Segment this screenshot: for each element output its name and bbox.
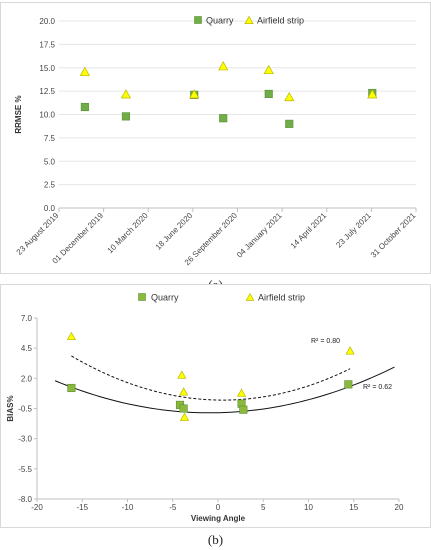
bias-chart-svg: -8.0 -5.5 -3.0 -0.5 2.0 4.5 7.0 -20 -15 -10 -5 0 5 10… bbox=[6, 292, 404, 524]
data-point-airfield bbox=[66, 331, 76, 341]
legend-label-airfield: Airfield strip bbox=[258, 293, 305, 303]
y-tick-label-b: 2.0 bbox=[21, 374, 33, 383]
legend-label-airfield: Airfield strip bbox=[257, 16, 304, 26]
y-tick-label-b: 7.0 bbox=[21, 314, 33, 323]
y-tick-label-b: -5.5 bbox=[18, 465, 32, 474]
x-tick-label-b: 10 bbox=[304, 503, 313, 512]
y-tick-label-b: 4.5 bbox=[21, 344, 33, 353]
y-tick-label-b: -8.0 bbox=[18, 495, 32, 504]
x-tick-label-a: 31 October 2021 bbox=[369, 211, 418, 260]
data-point-quarry bbox=[239, 405, 248, 414]
y-tick-label-a: 2.5 bbox=[44, 181, 56, 190]
x-tick-label-b: -20 bbox=[31, 503, 43, 512]
data-point-quarry bbox=[285, 119, 294, 128]
data-point-airfield bbox=[345, 346, 355, 355]
x-tick-label-b: 5 bbox=[261, 503, 266, 512]
trendline-quarry bbox=[54, 366, 395, 414]
x-tick-label-b: -10 bbox=[122, 503, 134, 512]
r2-label-quarry: R² = 0.62 bbox=[363, 384, 392, 391]
panel-b-bias-chart: -8.0 -5.5 -3.0 -0.5 2.0 4.5 7.0 -20 -15 -10 -5 0 5 10… bbox=[0, 284, 431, 528]
legend-marker-quarry bbox=[194, 16, 202, 24]
data-point-airfield bbox=[120, 89, 132, 99]
x-tick-label-b: 20 bbox=[395, 503, 404, 512]
panel-a-rrmse-chart: 0.0 2.5 5.0 7.5 10.0 12.5 15.0 17.5 20.0 23 Augus… bbox=[0, 2, 431, 274]
y-axis-label-a: RRMSE % bbox=[14, 95, 23, 133]
y-tick-label-a: 7.5 bbox=[44, 134, 56, 143]
legend-label-quarry: Quarry bbox=[206, 16, 234, 26]
data-point-quarry bbox=[264, 89, 273, 98]
x-tick-label-a: 23 July 2021 bbox=[334, 211, 373, 250]
r2-label-airfield: R² = 0.80 bbox=[311, 338, 340, 345]
rrmse-chart-svg: 0.0 2.5 5.0 7.5 10.0 12.5 15.0 17.5 20.0 23 Augus… bbox=[14, 15, 418, 268]
data-point-airfield bbox=[236, 388, 247, 397]
x-axis-label-b: Viewing Angle bbox=[191, 514, 246, 523]
x-tick-label-b: -5 bbox=[169, 503, 177, 512]
y-tick-label-a: 20.0 bbox=[39, 17, 55, 26]
y-tick-label-b: -0.5 bbox=[18, 405, 32, 414]
y-tick-label-b: -3.0 bbox=[18, 435, 32, 444]
x-tick-label-b: 15 bbox=[349, 503, 358, 512]
legend-marker-airfield bbox=[244, 15, 254, 24]
x-tick-label-a: 23 August 2019 bbox=[15, 211, 61, 257]
y-tick-label-a: 17.5 bbox=[39, 40, 55, 49]
data-point-airfield bbox=[179, 387, 189, 396]
data-point-airfield bbox=[79, 66, 90, 76]
y-tick-label-a: 0.0 bbox=[44, 204, 56, 213]
data-point-airfield bbox=[367, 89, 378, 99]
x-tick-label-b: 0 bbox=[216, 503, 221, 512]
legend-marker-airfield bbox=[245, 292, 255, 301]
legend-label-quarry: Quarry bbox=[151, 293, 179, 303]
caption-b: (b) bbox=[207, 532, 224, 547]
data-point-quarry bbox=[219, 114, 228, 123]
legend-marker-quarry bbox=[138, 293, 146, 301]
data-point-airfield bbox=[284, 91, 295, 102]
x-tick-label-a: 04 January 2021 bbox=[235, 211, 284, 260]
data-point-quarry bbox=[80, 102, 89, 112]
data-point-airfield bbox=[189, 89, 200, 99]
x-tick-label-a: 10 March 2020 bbox=[106, 211, 150, 255]
data-point-quarry bbox=[179, 404, 188, 413]
y-axis-label-b: BIAS% bbox=[6, 395, 15, 421]
y-tick-label-a: 10.0 bbox=[39, 111, 55, 120]
data-point-airfield bbox=[179, 412, 190, 421]
y-tick-label-a: 15.0 bbox=[39, 64, 55, 73]
x-tick-label-a: 18 June 2020 bbox=[154, 211, 195, 252]
data-point-quarry bbox=[121, 112, 130, 121]
trendline-airfield bbox=[71, 355, 351, 401]
data-point-quarry bbox=[344, 380, 353, 389]
y-tick-label-a: 5.0 bbox=[44, 157, 56, 166]
data-point-quarry bbox=[67, 383, 76, 393]
data-point-airfield bbox=[263, 64, 274, 75]
x-tick-label-a: 14 April 2021 bbox=[289, 211, 329, 251]
data-point-airfield bbox=[218, 61, 229, 71]
y-tick-label-a: 12.5 bbox=[39, 87, 55, 96]
data-point-airfield bbox=[177, 370, 187, 379]
x-tick-label-b: -15 bbox=[76, 503, 88, 512]
